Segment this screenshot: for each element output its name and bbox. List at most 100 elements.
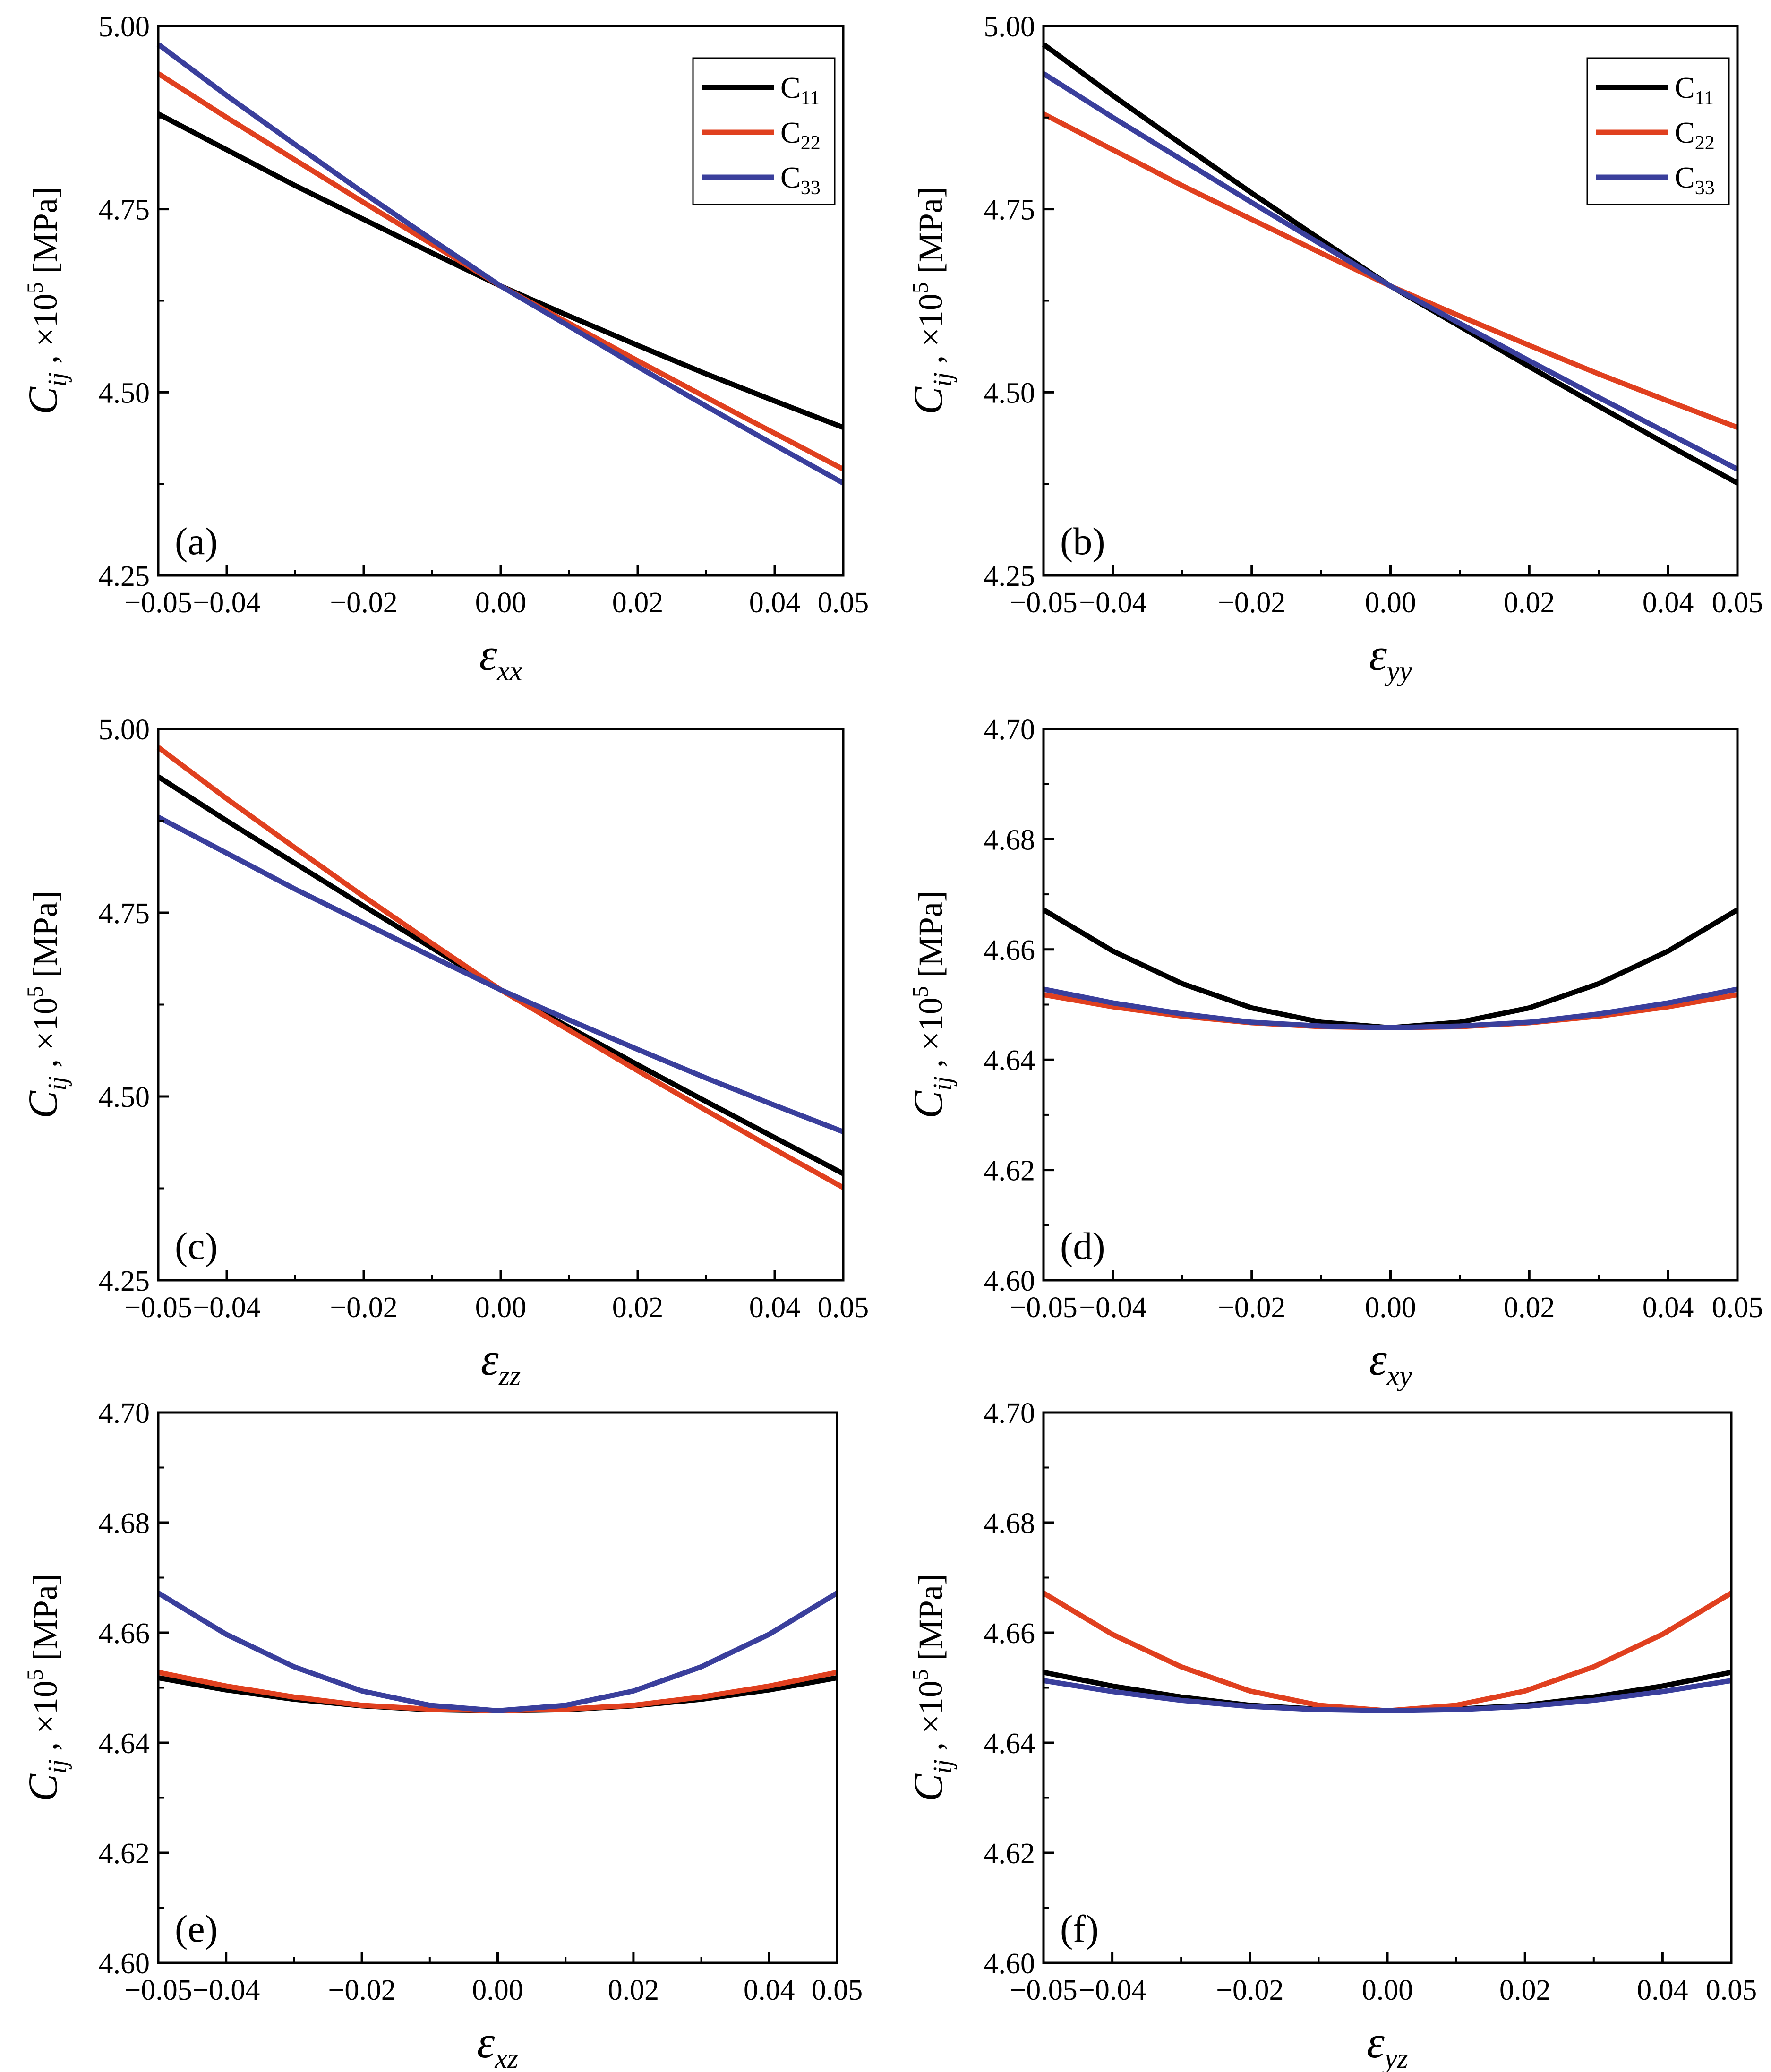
x-tick-label: 0.04: [749, 587, 801, 619]
x-tick-label: 0.04: [1643, 587, 1694, 619]
x-tick-label: 0.05: [818, 587, 869, 619]
y-tick-label: 4.50: [99, 1081, 150, 1113]
y-tick-label: 4.64: [99, 1728, 150, 1760]
panel-label: (d): [1060, 1224, 1105, 1267]
x-axis-label: εyy: [1369, 629, 1412, 686]
legend: C11 C22 C33: [1586, 57, 1730, 205]
x-axis-label: εxx: [479, 629, 522, 686]
x-axis-label: εxz: [477, 2017, 519, 2072]
y-tick-label: 4.66: [99, 1618, 150, 1650]
series-line-c33: [157, 1591, 838, 1713]
x-tick-label: −0.05: [124, 1974, 192, 2006]
x-tick-label: 0.02: [612, 1292, 664, 1324]
y-tick-label: 4.75: [99, 898, 150, 930]
series-line-c11: [157, 774, 845, 1176]
panel-f: −0.05 −0.04 −0.02 0.00 0.02 0.04 0.05 4.60 4.62 4…: [906, 1397, 1757, 2072]
x-tick-label: −0.04: [192, 1974, 260, 2006]
panel-e: −0.05 −0.04 −0.02 0.00 0.02 0.04 0.05 4.60 4.62 4…: [20, 1397, 863, 2072]
y-tick-label: 4.68: [984, 824, 1035, 856]
panel-d: −0.05 −0.04 −0.02 0.00 0.02 0.04 0.05 4.60 4.62 4…: [906, 714, 1763, 1391]
y-tick-label: 4.75: [99, 194, 150, 226]
x-tick-label: −0.04: [1078, 1974, 1146, 2006]
y-tick-label: 4.64: [984, 1728, 1035, 1760]
x-tick-label: −0.02: [330, 1292, 397, 1324]
x-tick-label: −0.05: [124, 587, 192, 619]
x-axis-label: εyz: [1367, 2017, 1408, 2072]
x-axis-label: εxy: [1369, 1334, 1412, 1391]
x-tick-label: 0.00: [475, 587, 527, 619]
plot-frame: [1042, 1411, 1733, 1964]
y-tick-label: 4.60: [99, 1948, 150, 1980]
y-tick-label: 4.70: [984, 714, 1035, 746]
y-axis-label: Cij , ×105 [MPa]: [906, 187, 958, 414]
y-tick-label: 5.00: [99, 714, 150, 746]
y-tick-label: 4.25: [984, 560, 1035, 592]
y-tick-label: 4.62: [984, 1155, 1035, 1187]
x-tick-label: 0.05: [818, 1292, 869, 1324]
x-tick-label: 0.04: [749, 1292, 801, 1324]
y-tick-label: 4.60: [984, 1265, 1035, 1297]
plot-frame: [157, 1411, 838, 1964]
y-tick-label: 4.66: [984, 934, 1035, 967]
legend-entry-label: C11: [1675, 71, 1714, 109]
y-tick-label: 4.50: [984, 377, 1035, 409]
x-tick-label: −0.02: [330, 587, 397, 619]
legend-entry-label: C33: [1675, 161, 1715, 199]
panel-label: (e): [175, 1907, 218, 1950]
y-tick-label: 4.68: [99, 1507, 150, 1540]
x-tick-label: −0.05: [1010, 587, 1077, 619]
y-axis-label: Cij , ×105 [MPa]: [906, 890, 958, 1118]
series-line-c33: [1043, 1678, 1732, 1713]
x-tick-label: 0.00: [1362, 1974, 1413, 2006]
x-tick-label: 0.00: [1365, 1292, 1416, 1324]
series-line-c22: [157, 1670, 838, 1713]
y-tick-label: 4.62: [984, 1838, 1035, 1870]
series-line-c33: [157, 814, 844, 1134]
x-tick-label: 0.05: [1712, 1292, 1763, 1324]
x-tick-label: −0.02: [1218, 1292, 1285, 1324]
series-line-c22: [1043, 992, 1738, 1030]
legend-entry-label: C11: [780, 71, 820, 109]
y-tick-label: 4.50: [99, 377, 150, 409]
series-line-c33: [1043, 986, 1738, 1030]
y-tick-label: 4.62: [99, 1838, 150, 1870]
panel-label: (c): [175, 1224, 218, 1267]
y-axis-label: Cij , ×105 [MPa]: [20, 1574, 72, 1801]
x-tick-label: 0.02: [612, 587, 664, 619]
x-tick-label: 0.02: [1504, 1292, 1555, 1324]
y-tick-label: 4.68: [984, 1507, 1035, 1540]
x-tick-label: 0.05: [1706, 1974, 1757, 2006]
legend-entry-label: C22: [1675, 116, 1715, 154]
series-line-c33: [1042, 71, 1739, 472]
series-line-c33: [156, 42, 845, 486]
x-tick-label: −0.04: [1079, 1292, 1146, 1324]
y-tick-label: 4.70: [99, 1397, 150, 1430]
x-tick-label: −0.02: [1216, 1974, 1283, 2006]
panel-b: −0.05 −0.04 −0.02 0.00 0.02 0.04 0.05 4.25 4.50 4…: [906, 11, 1763, 686]
legend: C11 C22 C33: [692, 57, 836, 205]
legend-entry-label: C33: [780, 161, 821, 199]
y-axis-label: Cij , ×105 [MPa]: [20, 890, 72, 1118]
series-line-c11: [1043, 1670, 1732, 1713]
y-tick-label: 5.00: [99, 11, 150, 43]
legend-entry-label: C22: [780, 116, 821, 154]
panel-label: (a): [175, 520, 218, 563]
x-tick-label: −0.05: [1010, 1974, 1077, 2006]
x-tick-label: 0.05: [812, 1974, 863, 2006]
x-tick-label: −0.04: [193, 587, 260, 619]
plot-frame: [157, 728, 845, 1282]
x-tick-label: 0.00: [472, 1974, 523, 2006]
y-tick-label: 4.60: [984, 1948, 1035, 1980]
y-tick-label: 4.64: [984, 1045, 1035, 1077]
x-tick-label: −0.05: [1010, 1292, 1077, 1324]
x-tick-label: 0.02: [608, 1974, 659, 2006]
x-tick-label: −0.02: [328, 1974, 395, 2006]
y-tick-label: 4.70: [984, 1397, 1035, 1430]
x-tick-label: −0.04: [1079, 587, 1146, 619]
panel-a: −0.05 −0.04 −0.02 0.00 0.02 0.04 0.05 4.25 4.50 4…: [20, 11, 869, 686]
y-tick-label: 4.66: [984, 1618, 1035, 1650]
x-tick-label: −0.04: [193, 1292, 260, 1324]
y-axis-label: Cij , ×105 [MPa]: [906, 1574, 958, 1801]
x-tick-label: 0.02: [1499, 1974, 1551, 2006]
x-tick-label: 0.00: [1365, 587, 1416, 619]
